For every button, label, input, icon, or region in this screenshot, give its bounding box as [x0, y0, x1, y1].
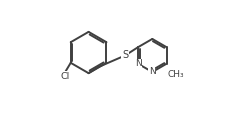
Text: N: N — [135, 59, 141, 68]
Text: CH₃: CH₃ — [168, 70, 184, 79]
Text: N: N — [149, 67, 156, 76]
Text: S: S — [122, 51, 128, 60]
Text: Cl: Cl — [61, 72, 70, 81]
